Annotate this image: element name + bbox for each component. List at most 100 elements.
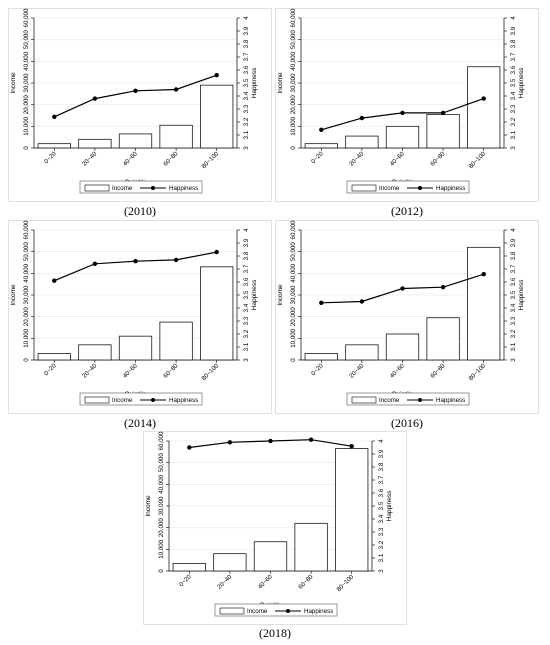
legend-income-label: Income — [379, 185, 400, 192]
left-tick-label: 10,000 — [290, 116, 297, 135]
legend-box — [346, 392, 470, 406]
happiness-point — [214, 73, 219, 78]
right-tick-label: 4 — [510, 16, 517, 20]
legend-income-swatch — [219, 607, 245, 615]
legend-box — [79, 180, 203, 194]
legend-happiness-marker — [151, 186, 155, 190]
right-tick-label: 3.2 — [243, 329, 250, 338]
left-tick-label: 0 — [23, 146, 30, 150]
income-bar — [304, 143, 338, 149]
left-tick-label: 0 — [158, 569, 165, 573]
happiness-point — [440, 285, 446, 290]
left-tick-label: 20,000 — [158, 518, 165, 537]
happiness-point — [214, 249, 219, 255]
income-bar — [118, 335, 153, 361]
happiness-point — [92, 261, 98, 266]
right-tick-label: 3.4 — [243, 303, 250, 312]
legend-box — [214, 603, 338, 617]
left-tick-label: 10,000 — [290, 328, 297, 347]
legend-box — [79, 392, 203, 406]
left-tick-label: 30,000 — [23, 285, 30, 304]
income-bar — [385, 333, 420, 361]
right-tick-label: 3.8 — [510, 251, 517, 260]
left-axis-title: Income — [277, 284, 284, 306]
legend-happiness-label: Happiness — [304, 608, 333, 615]
income-bar — [294, 522, 328, 572]
happiness-point — [319, 127, 324, 132]
chart-2014: 0 10,000 20,000 30,000 40,000 50,000 60,000 3 3.… — [8, 220, 272, 414]
left-tick-label: 60,000 — [23, 220, 30, 239]
chart-panel-2012: 0 10,000 20,000 30,000 40,000 50,000 60,000 3 3.… — [275, 8, 539, 202]
income-bar — [385, 125, 420, 149]
right-tick-label: 3.3 — [510, 104, 517, 113]
legend-income-swatch — [84, 396, 110, 404]
right-tick-label: 3.3 — [510, 316, 517, 325]
happiness-point — [52, 278, 57, 283]
chart-caption-2010: (2010) — [124, 204, 156, 218]
left-tick-label: 50,000 — [23, 242, 30, 261]
chart-2010: 0 10,000 20,000 30,000 40,000 50,000 60,000 3 3.… — [8, 8, 272, 202]
left-tick-label: 30,000 — [158, 496, 165, 515]
right-tick-label: 3.3 — [243, 316, 250, 325]
legend-happiness-marker — [418, 398, 422, 402]
legend-happiness-label: Happiness — [436, 397, 465, 404]
right-tick-label: 4 — [510, 228, 517, 232]
right-tick-label: 3 — [243, 358, 250, 362]
right-tick-label: 3.6 — [510, 65, 517, 74]
right-axis-title: Happiness — [518, 67, 525, 98]
right-tick-label: 4 — [378, 439, 385, 443]
happiness-point — [52, 114, 57, 120]
chart-2012: 0 10,000 20,000 30,000 40,000 50,000 60,000 3 3.… — [275, 8, 539, 202]
left-tick-label: 40,000 — [23, 263, 30, 282]
income-bar — [37, 353, 71, 361]
happiness-point — [349, 444, 354, 449]
income-bar — [213, 553, 247, 572]
right-tick-label: 3.3 — [243, 104, 250, 113]
left-axis-title: Income — [277, 72, 284, 94]
income-bar — [78, 344, 112, 361]
right-tick-label: 3.5 — [243, 290, 250, 299]
income-bar — [159, 124, 193, 149]
right-tick-label: 3.5 — [243, 78, 250, 87]
right-axis-title: Happiness — [386, 490, 393, 521]
left-axis-title: Income — [10, 284, 17, 306]
right-tick-label: 3 — [510, 146, 517, 150]
left-tick-label: 50,000 — [290, 30, 297, 49]
chart-caption-2018: (2018) — [259, 626, 291, 640]
right-tick-label: 3.2 — [243, 117, 250, 126]
left-tick-label: 40,000 — [23, 51, 30, 70]
legend-happiness-marker — [151, 398, 155, 402]
legend-happiness-marker — [418, 186, 422, 190]
right-tick-label: 3 — [378, 569, 385, 573]
income-bar — [467, 66, 501, 149]
right-tick-label: 4 — [243, 228, 250, 232]
chart-caption-2016: (2016) — [391, 416, 423, 430]
happiness-point — [133, 88, 138, 94]
right-tick-label: 3.9 — [243, 238, 250, 247]
left-tick-label: 50,000 — [23, 30, 30, 49]
left-tick-label: 50,000 — [290, 242, 297, 261]
right-tick-label: 3.9 — [243, 26, 250, 35]
left-tick-label: 60,000 — [290, 8, 297, 27]
left-tick-label: 10,000 — [23, 116, 30, 135]
right-tick-label: 3.1 — [510, 342, 517, 351]
left-tick-label: 40,000 — [158, 474, 165, 493]
right-tick-label: 3.5 — [510, 290, 517, 299]
left-tick-label: 40,000 — [290, 263, 297, 282]
happiness-point — [308, 437, 314, 442]
right-tick-label: 3.9 — [510, 238, 517, 247]
legend-income-label: Income — [112, 185, 133, 192]
income-bar — [426, 317, 460, 361]
legend-income-swatch — [351, 396, 377, 404]
right-tick-label: 3.7 — [243, 264, 250, 273]
left-tick-label: 0 — [23, 358, 30, 362]
income-bar — [159, 321, 193, 361]
right-axis-title: Happiness — [251, 279, 258, 310]
right-tick-label: 3.6 — [510, 277, 517, 286]
legend-income-label: Income — [112, 397, 133, 404]
left-tick-label: 30,000 — [23, 73, 30, 92]
right-tick-label: 3.1 — [243, 342, 250, 351]
right-tick-label: 3.8 — [243, 39, 250, 48]
right-tick-label: 4 — [243, 16, 250, 20]
happiness-point — [268, 438, 273, 444]
